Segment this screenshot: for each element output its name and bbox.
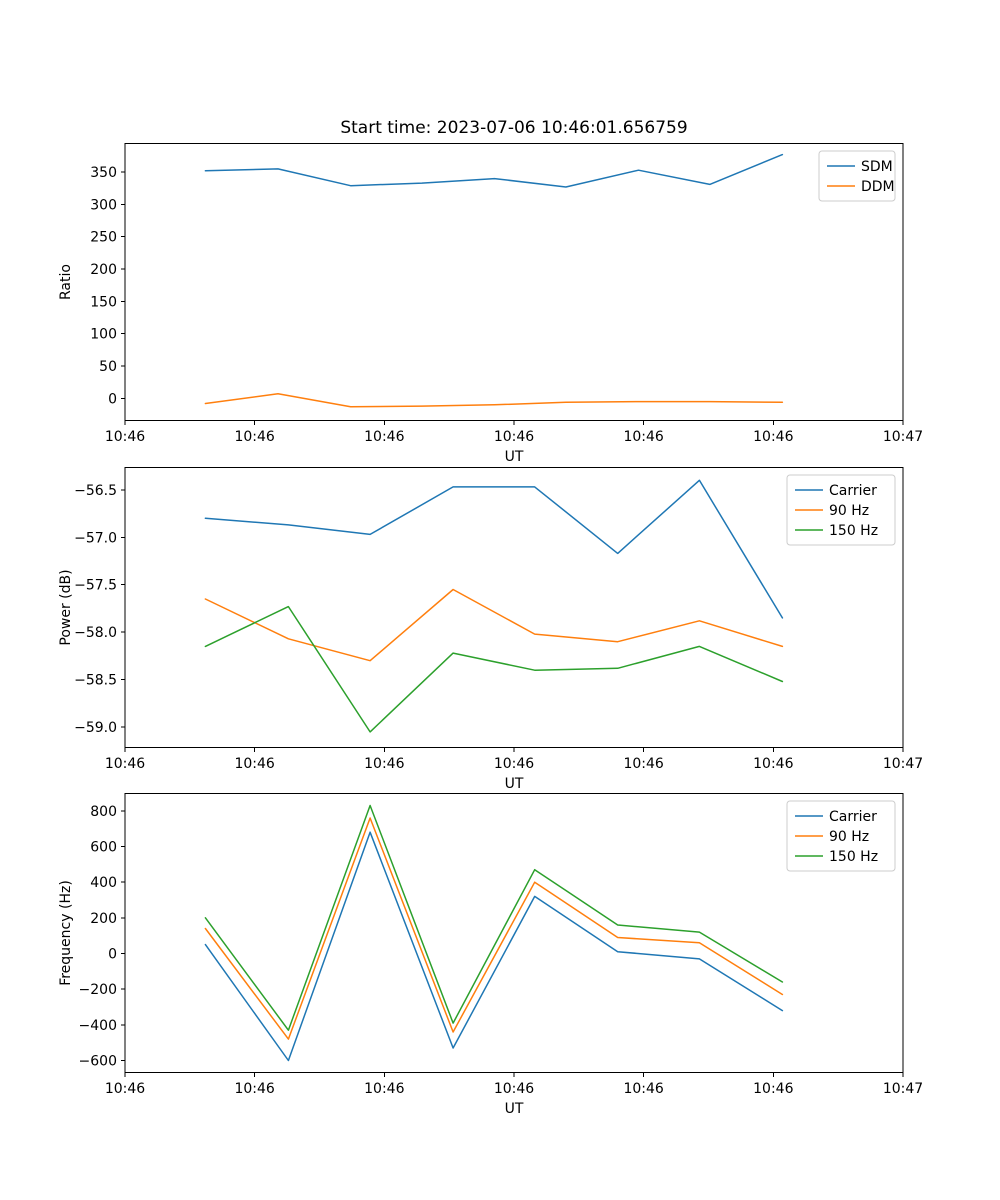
legend-label: 90 Hz [829, 829, 869, 845]
y-tick-label: 200 [90, 911, 117, 927]
x-tick-label: 10:46 [234, 429, 274, 445]
legend-label: Carrier [829, 809, 877, 825]
y-axis-label: Frequency (Hz) [58, 880, 74, 986]
legend-label: SDM [861, 159, 893, 175]
x-tick-label: 10:46 [234, 1081, 274, 1097]
legend: SDM DDM [818, 150, 896, 202]
y-tick-label: 100 [90, 327, 117, 343]
y-tick-label: −600 [79, 1054, 117, 1070]
legend-box [786, 800, 896, 872]
x-tick-label: 10:46 [364, 1081, 404, 1097]
legend: Carrier 90 Hz 150 Hz [786, 800, 896, 872]
y-tick-label: −59.0 [74, 720, 117, 736]
legend-label: 90 Hz [829, 503, 869, 519]
x-axis-label: UT [505, 1101, 524, 1117]
x-tick-label: 10:46 [753, 756, 793, 772]
legend-label: 150 Hz [829, 523, 878, 539]
axes-frame [124, 793, 904, 1073]
x-axis-label: UT [505, 776, 524, 792]
subplot-frequency: 10:46 10:46 10:46 10:46 10:46 10:46 10:47 −600 −… [0, 793, 1000, 1123]
legend: Carrier 90 Hz 150 Hz [786, 474, 896, 546]
y-tick-label: 600 [90, 840, 117, 856]
x-tick-label: 10:46 [623, 1081, 663, 1097]
y-tick-label: −200 [79, 982, 117, 998]
series-line-ddm [204, 393, 784, 408]
axes-frame [124, 143, 904, 421]
y-tick-label: 200 [90, 262, 117, 278]
series-line-150-hz [204, 605, 784, 733]
legend-label: 150 Hz [829, 849, 878, 865]
legend-box [818, 150, 896, 202]
y-tick-label: 800 [90, 804, 117, 820]
x-tick-label: 10:46 [105, 756, 145, 772]
x-tick-label: 10:46 [623, 756, 663, 772]
y-axis-label: Ratio [58, 264, 74, 300]
subplot-power: 10:46 10:46 10:46 10:46 10:46 10:46 10:47 −59.0… [0, 467, 1000, 793]
series-line-carrier [204, 831, 784, 1062]
y-tick-label: −57.0 [74, 530, 117, 546]
subplot-ratio: 10:46 10:46 10:46 10:46 10:46 10:46 10:47 0 50 10… [0, 143, 1000, 469]
x-tick-label: 10:46 [623, 429, 663, 445]
y-tick-label: 300 [90, 197, 117, 213]
x-tick-label: 10:47 [883, 756, 923, 772]
series-line-150-hz [204, 804, 784, 1031]
y-tick-label: 250 [90, 230, 117, 246]
x-tick-label: 10:46 [234, 756, 274, 772]
y-tick-label: 50 [99, 359, 117, 375]
y-tick-label: 0 [108, 391, 117, 407]
y-tick-label: −57.5 [74, 578, 117, 594]
x-tick-label: 10:46 [494, 429, 534, 445]
y-tick-label: 400 [90, 875, 117, 891]
x-tick-label: 10:46 [364, 756, 404, 772]
legend-box [786, 474, 896, 546]
subplot-svg: 10:46 10:46 10:46 10:46 10:46 10:46 10:47 0 50 10… [58, 143, 923, 465]
x-tick-label: 10:46 [494, 756, 534, 772]
x-tick-label: 10:46 [364, 429, 404, 445]
x-axis-label: UT [505, 449, 524, 465]
figure-title: Start time: 2023-07-06 10:46:01.656759 [340, 118, 688, 138]
legend-label: Carrier [829, 483, 877, 499]
x-tick-label: 10:46 [753, 429, 793, 445]
series-line-sdm [204, 153, 784, 188]
x-tick-label: 10:47 [883, 1081, 923, 1097]
x-tick-label: 10:46 [753, 1081, 793, 1097]
series-line-90-hz [204, 817, 784, 1040]
y-tick-label: 350 [90, 165, 117, 181]
x-tick-label: 10:46 [105, 1081, 145, 1097]
x-tick-label: 10:47 [883, 429, 923, 445]
y-tick-label: −400 [79, 1018, 117, 1034]
y-tick-label: −56.5 [74, 483, 117, 499]
x-tick-label: 10:46 [105, 429, 145, 445]
subplot-svg: 10:46 10:46 10:46 10:46 10:46 10:46 10:47 −59.0… [58, 467, 923, 792]
y-tick-label: −58.0 [74, 625, 117, 641]
legend-label: DDM [861, 179, 895, 195]
y-tick-label: 0 [108, 947, 117, 963]
x-tick-label: 10:46 [494, 1081, 534, 1097]
axes-frame [124, 467, 904, 748]
y-tick-label: −58.5 [74, 673, 117, 689]
subplot-svg: 10:46 10:46 10:46 10:46 10:46 10:46 10:47 −600 −… [58, 793, 923, 1117]
y-tick-label: 150 [90, 294, 117, 310]
y-axis-label: Power (dB) [58, 569, 74, 645]
series-line-90-hz [204, 588, 784, 662]
series-line-carrier [204, 479, 784, 619]
